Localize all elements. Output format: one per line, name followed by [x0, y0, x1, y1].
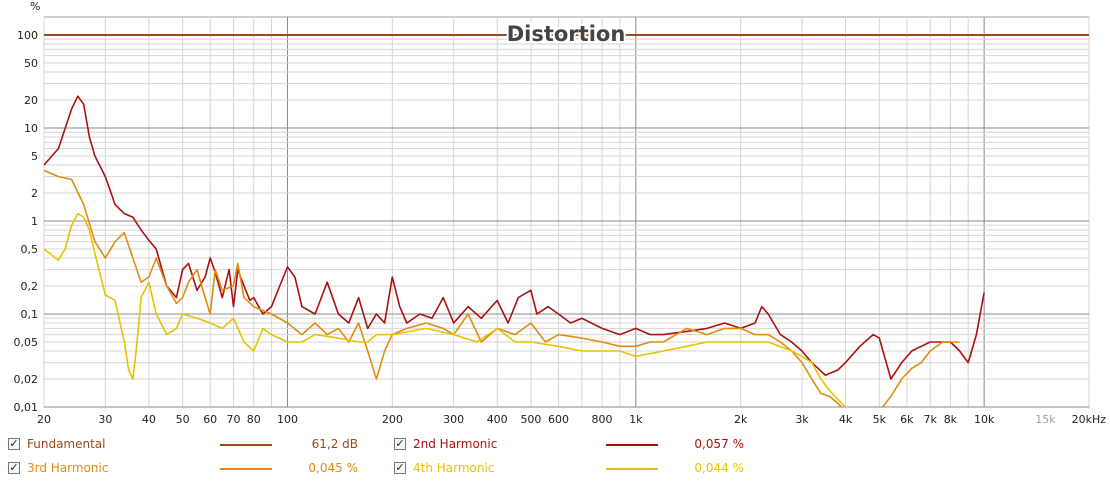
x-axis-labels: 20 30 40 50 60 70 80 100 200 300 400 500 600 800 1k 2k 3…: [37, 413, 1106, 426]
y-tick-label: 5: [31, 150, 38, 163]
x-tick-label: 5k: [873, 413, 887, 426]
x-tick-label: 200: [382, 413, 403, 426]
series-layer: [44, 34, 1089, 407]
x-tick-label: 20kHz: [1072, 413, 1107, 426]
legend-item-3rd-harmonic: ✓ 3rd Harmonic 0,045 %: [8, 460, 388, 478]
legend-label: Fundamental: [27, 437, 106, 451]
y-tick-label: 0,5: [21, 243, 39, 256]
fundamental-checkbox[interactable]: ✓: [8, 437, 20, 450]
series-line-4th-harmonic: [44, 212, 847, 407]
x-tick-label: 400: [487, 413, 508, 426]
y-tick-label: 1: [31, 215, 38, 228]
4th-harmonic-checkbox[interactable]: ✓: [394, 461, 406, 474]
x-tick-label: 500: [520, 413, 541, 426]
y-tick-label: 10: [24, 122, 38, 135]
x-tick-label: 40: [142, 413, 156, 426]
x-tick-label: 20: [37, 413, 51, 426]
series-line-3rd-harmonic: [44, 169, 960, 407]
x-tick-label: 800: [592, 413, 613, 426]
x-tick-label: 30: [98, 413, 112, 426]
legend-item-4th-harmonic: ✓ 4th Harmonic 0,044 %: [394, 460, 774, 478]
x-tick-label: 10k: [974, 413, 995, 426]
y-axis-unit: %: [30, 0, 40, 13]
x-tick-label: 8k: [944, 413, 958, 426]
distortion-chart: 100 50 20 10 5 2 1 0,5 0,2 0,1 0,05 0,02 0,01 20 30 40…: [14, 0, 1107, 426]
legend-value: 0,045 %: [308, 461, 358, 475]
x-tick-label: 3k: [795, 413, 809, 426]
x-tick-label: 600: [548, 413, 569, 426]
legend-value: 61,2 dB: [311, 437, 358, 451]
x-tick-label: 1k: [629, 413, 643, 426]
x-tick-label: 15k: [1035, 413, 1056, 426]
legend-item-fundamental: ✓ Fundamental 61,2 dB: [8, 436, 388, 454]
legend-swatch: [606, 468, 658, 470]
legend-label: 3rd Harmonic: [27, 461, 109, 475]
3rd-harmonic-checkbox[interactable]: ✓: [8, 461, 20, 474]
x-tick-label: 7k: [923, 413, 937, 426]
y-tick-label: 0,02: [14, 373, 39, 386]
grid-lines: [43, 17, 1090, 408]
legend-swatch: [606, 444, 658, 446]
y-axis-labels: 100 50 20 10 5 2 1 0,5 0,2 0,1 0,05 0,02 0,01: [14, 29, 39, 414]
y-tick-label: 0,2: [21, 280, 39, 293]
y-tick-label: 0,1: [21, 308, 39, 321]
x-tick-label: 80: [247, 413, 261, 426]
series-line-2nd-harmonic: [44, 95, 985, 380]
x-tick-label: 100: [277, 413, 298, 426]
legend-value: 0,057 %: [694, 437, 744, 451]
x-tick-label: 4k: [839, 413, 853, 426]
legend-value: 0,044 %: [694, 461, 744, 475]
y-tick-label: 100: [17, 29, 38, 42]
x-tick-label: 2k: [734, 413, 748, 426]
x-tick-label: 6k: [900, 413, 914, 426]
x-tick-label: 60: [203, 413, 217, 426]
y-tick-label: 2: [31, 187, 38, 200]
x-tick-label: 300: [443, 413, 464, 426]
legend-label: 4th Harmonic: [413, 461, 495, 475]
legend-swatch: [220, 468, 272, 470]
x-tick-label: 70: [227, 413, 241, 426]
legend-label: 2nd Harmonic: [413, 437, 498, 451]
y-tick-label: 50: [24, 57, 38, 70]
x-tick-label: 50: [176, 413, 190, 426]
y-tick-label: 20: [24, 94, 38, 107]
y-tick-label: 0,01: [14, 401, 39, 414]
y-tick-label: 0,05: [14, 336, 39, 349]
chart-title: Distortion: [507, 22, 626, 46]
legend-swatch: [220, 444, 272, 446]
legend-item-2nd-harmonic: ✓ 2nd Harmonic 0,057 %: [394, 436, 774, 454]
2nd-harmonic-checkbox[interactable]: ✓: [394, 437, 406, 450]
